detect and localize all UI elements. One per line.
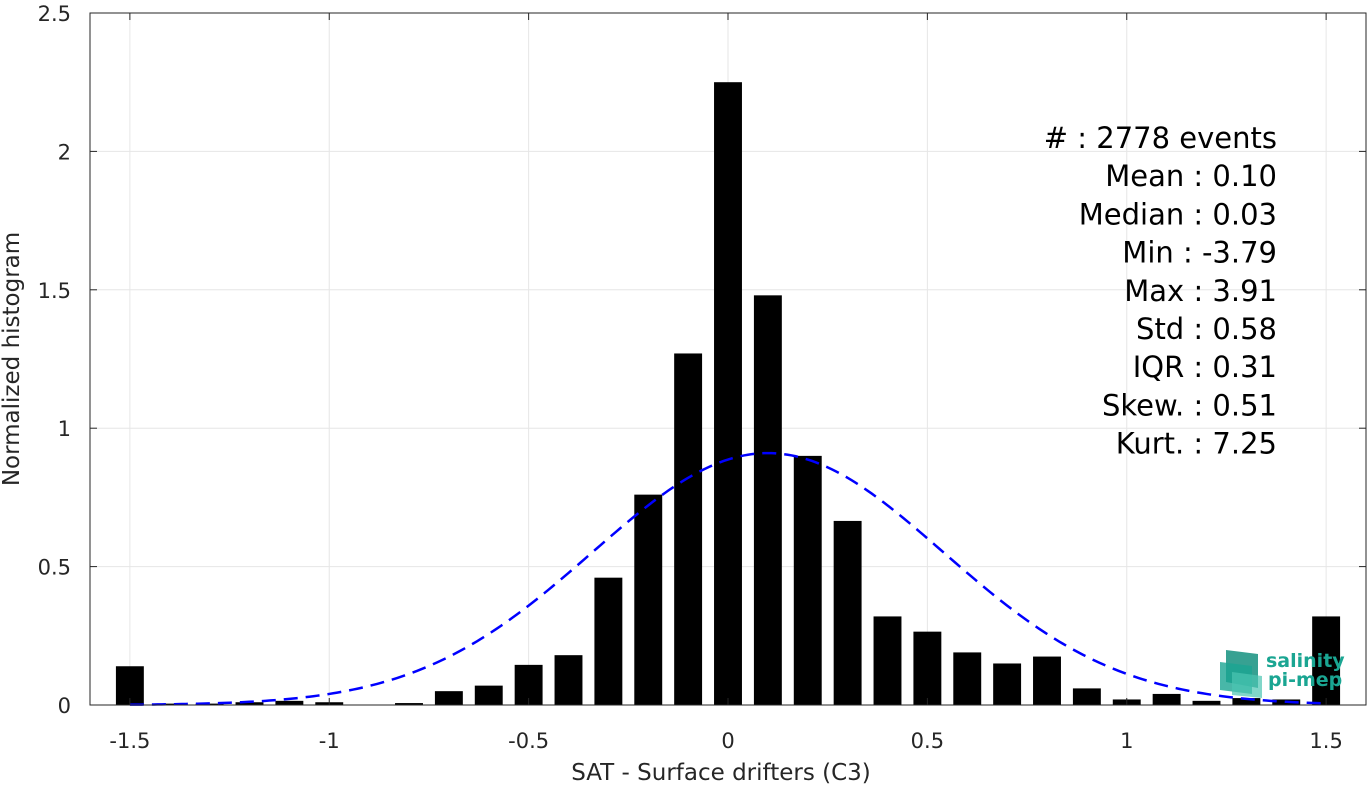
histogram-bar bbox=[674, 353, 703, 705]
histogram-bar bbox=[474, 685, 503, 705]
x-tick-label: 0 bbox=[721, 729, 734, 753]
histogram-bar bbox=[1232, 698, 1261, 705]
histogram-bar bbox=[1312, 616, 1341, 705]
x-tick-label: 1.5 bbox=[1309, 729, 1342, 753]
y-tick-label: 2 bbox=[58, 140, 71, 164]
stat-line: Min : -3.79 bbox=[1122, 236, 1277, 270]
salinity-pi-mep-logo: salinity pi-mep bbox=[1220, 650, 1345, 698]
histogram-bar bbox=[833, 520, 862, 705]
stat-line: Skew. : 0.51 bbox=[1102, 388, 1277, 422]
statistics-box: # : 2778 events Mean : 0.10 Median : 0.03 M… bbox=[1044, 121, 1277, 461]
histogram-bar bbox=[873, 616, 902, 705]
normal-fit-curve bbox=[129, 451, 1327, 706]
histogram-bar bbox=[953, 652, 982, 705]
histogram-bar bbox=[634, 494, 663, 705]
histogram-bar bbox=[753, 295, 782, 705]
histogram-bar bbox=[235, 702, 264, 705]
histogram-bar bbox=[275, 700, 304, 705]
x-tick-label: 1 bbox=[1120, 729, 1133, 753]
histogram-bar bbox=[1152, 693, 1181, 705]
x-tick-label: -0.5 bbox=[508, 729, 549, 753]
histogram-bar bbox=[793, 455, 822, 705]
y-tick-label: 0 bbox=[58, 694, 71, 718]
y-tick-label: 2.5 bbox=[38, 2, 71, 26]
y-axis-title: Normalized histogram bbox=[0, 232, 25, 486]
stat-line: IQR : 0.31 bbox=[1133, 350, 1277, 384]
histogram-bar bbox=[714, 82, 742, 705]
stat-line: Mean : 0.10 bbox=[1105, 159, 1277, 193]
x-tick-label: 0.5 bbox=[911, 729, 944, 753]
histogram-bar bbox=[913, 631, 942, 705]
histogram-bar bbox=[1033, 656, 1061, 705]
histogram-bar bbox=[395, 703, 423, 705]
y-axis-ticks: 0 0.5 1 1.5 2 2.5 bbox=[38, 2, 1366, 718]
histogram-bar bbox=[155, 703, 184, 705]
x-axis-title: SAT - Surface drifters (C3) bbox=[571, 760, 871, 785]
y-tick-label: 1 bbox=[58, 417, 71, 441]
y-tick-label: 0.5 bbox=[38, 556, 71, 580]
x-tick-label: -1 bbox=[319, 729, 340, 753]
stat-line: Median : 0.03 bbox=[1079, 197, 1277, 231]
stat-line: # : 2778 events bbox=[1044, 121, 1277, 155]
logo-text-salinity: salinity bbox=[1266, 650, 1345, 672]
histogram-bar bbox=[554, 655, 583, 705]
stat-line: Std : 0.58 bbox=[1136, 312, 1277, 346]
histogram-bar bbox=[594, 577, 623, 705]
histogram-bar bbox=[993, 663, 1022, 705]
histogram-bar bbox=[1192, 700, 1221, 705]
histogram-bar bbox=[434, 691, 463, 705]
stat-line: Kurt. : 7.25 bbox=[1116, 427, 1277, 461]
histogram-bars bbox=[115, 82, 1341, 705]
x-axis-ticks: -1.5 -1 -0.5 0 0.5 1 1.5 bbox=[109, 13, 1343, 753]
y-tick-label: 1.5 bbox=[38, 279, 71, 303]
x-tick-label: -1.5 bbox=[109, 729, 150, 753]
logo-emblem-icon bbox=[1220, 650, 1262, 698]
stat-line: Max : 3.91 bbox=[1124, 274, 1277, 308]
logo-text-pi-mep: pi-mep bbox=[1268, 669, 1342, 691]
histogram-bar bbox=[1072, 688, 1101, 705]
